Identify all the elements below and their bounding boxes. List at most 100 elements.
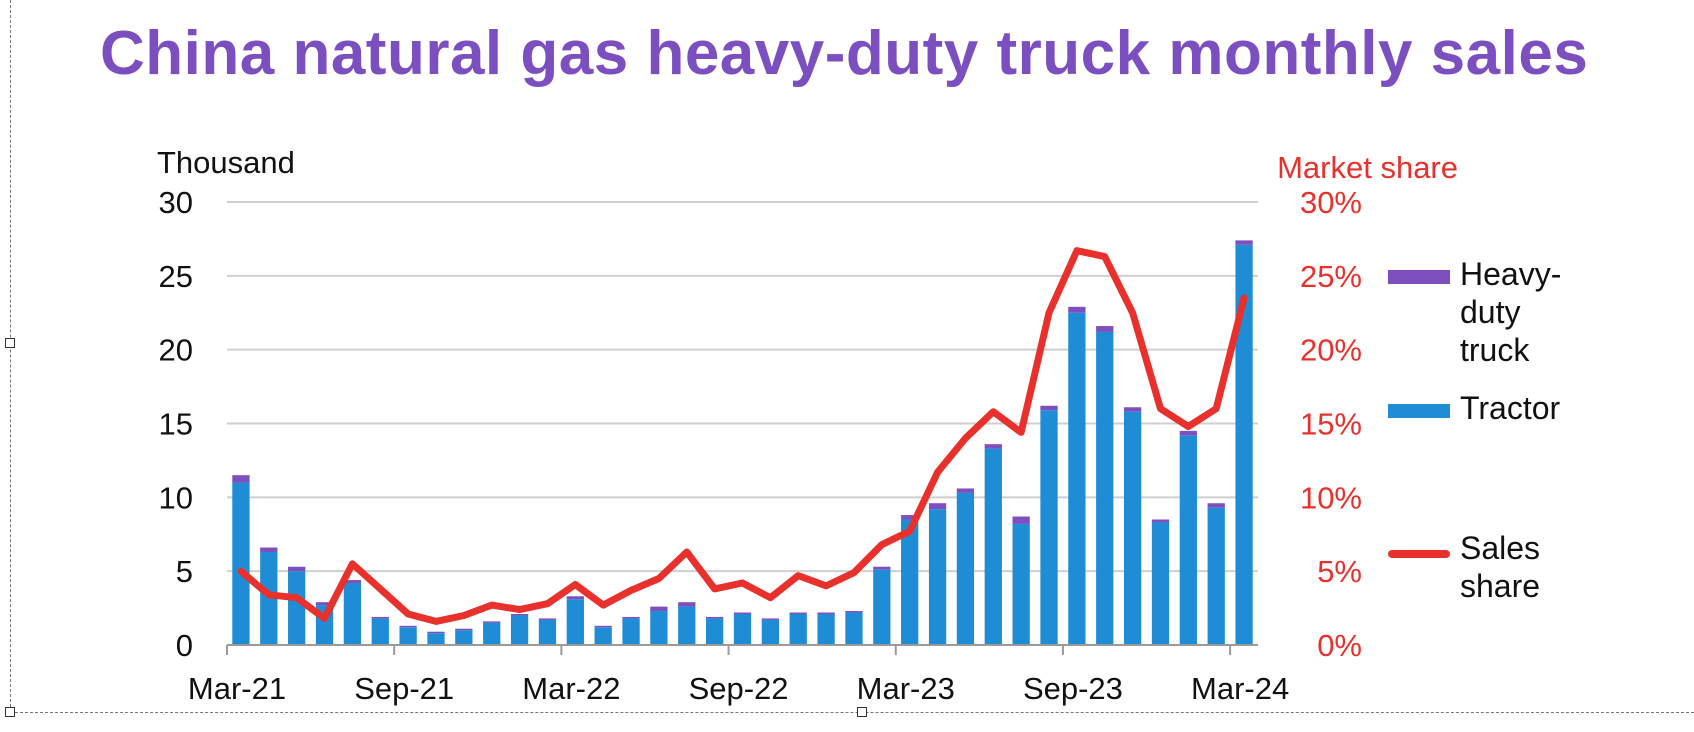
bar-heavy-duty-truck <box>1151 519 1170 523</box>
bar-heavy-duty-truck <box>455 628 473 631</box>
bar-heavy-duty-truck <box>1123 407 1142 412</box>
bar-tractor <box>1123 411 1142 645</box>
bar-heavy-duty-truck <box>984 444 1002 449</box>
bar-tractor <box>538 619 557 645</box>
bar-heavy-duty-truck <box>622 616 640 619</box>
bar-tractor <box>1179 435 1197 645</box>
bar-tractor <box>1012 523 1030 645</box>
bar-tractor <box>928 509 947 645</box>
bar-tractor <box>260 551 278 645</box>
axes: 0 5 10 15 20 25 30 0% 5% 10% 15% 20% 25% 30% Thousand M… <box>157 145 1458 706</box>
bar-tractor <box>956 492 975 645</box>
bar-tractor <box>1151 522 1170 645</box>
x-tick-label: Sep-21 <box>354 671 454 706</box>
resize-handle-bottom[interactable] <box>857 707 867 717</box>
bar-heavy-duty-truck <box>901 515 919 520</box>
bar-heavy-duty-truck <box>789 612 807 614</box>
x-tick-label: Sep-23 <box>1023 671 1123 706</box>
bar-tractor <box>1235 244 1253 645</box>
bar-tractor <box>678 606 696 645</box>
bar-tractor <box>733 613 752 645</box>
gridlines <box>227 201 1258 573</box>
y-tick-label: 0 <box>176 628 193 663</box>
bar-heavy-duty-truck <box>510 613 529 616</box>
legend-swatch-heavy-duty-truck <box>1388 270 1450 284</box>
bar-tractor <box>984 448 1002 645</box>
chart-title: China natural gas heavy-duty truck month… <box>100 19 1589 88</box>
bar-heavy-duty-truck <box>1096 326 1114 332</box>
selection-frame-bottom <box>10 712 1694 713</box>
bar-heavy-duty-truck <box>873 566 891 570</box>
legend-item-sales-share: Sales share <box>1388 529 1560 605</box>
y2-tick-label: 25% <box>1300 259 1362 294</box>
bar-tractor <box>1096 331 1114 645</box>
bar-heavy-duty-truck <box>1040 405 1058 411</box>
resize-handle-bottom-left[interactable] <box>5 707 15 717</box>
bar-tractor <box>594 627 612 645</box>
bar-tractor <box>1207 507 1225 645</box>
y-tick-label: 25 <box>159 259 193 294</box>
bar-heavy-duty-truck <box>427 631 445 634</box>
bar-heavy-duty-truck <box>1235 240 1253 245</box>
legend-label-sales-share: Sales share <box>1460 530 1541 604</box>
bar-tractor <box>705 618 724 645</box>
bar-heavy-duty-truck <box>761 618 780 620</box>
bar-heavy-duty-truck <box>343 580 362 583</box>
legend-item-tractor: Tractor <box>1388 389 1580 427</box>
bar-heavy-duty-truck <box>566 596 584 600</box>
bar-heavy-duty-truck <box>733 612 752 614</box>
y2-tick-label: 0% <box>1317 628 1362 663</box>
bar-heavy-duty-truck <box>1179 430 1197 436</box>
y-axis-title: Thousand <box>157 145 295 180</box>
legend-swatch-sales-share <box>1388 550 1450 558</box>
bar-heavy-duty-truck <box>1068 306 1086 313</box>
legend-swatch-tractor <box>1388 404 1450 418</box>
y2-tick-label: 10% <box>1300 480 1362 515</box>
bar-tractor <box>455 630 473 645</box>
y-tick-label: 30 <box>159 185 193 220</box>
y2-axis-title: Market share <box>1277 150 1458 185</box>
line-series <box>237 247 1248 625</box>
x-tick-label: Mar-21 <box>188 671 286 706</box>
bar-heavy-duty-truck <box>817 612 835 614</box>
resize-handle-left[interactable] <box>5 338 15 348</box>
bar-heavy-duty-truck <box>928 503 947 510</box>
bar-heavy-duty-truck <box>371 616 389 619</box>
legend-label-tractor: Tractor <box>1460 390 1561 426</box>
bar-tractor <box>650 611 668 645</box>
bar-heavy-duty-truck <box>1207 503 1225 508</box>
bar-tractor <box>845 612 863 645</box>
bar-tractor <box>427 633 445 645</box>
bar-heavy-duty-truck <box>594 625 612 628</box>
x-tick-label: Mar-24 <box>1191 671 1289 706</box>
bar-tractor <box>288 571 306 645</box>
bar-tractor <box>483 622 501 645</box>
y2-tick-label: 20% <box>1300 333 1362 368</box>
bar-tractor <box>1040 410 1058 645</box>
bar-tractor <box>761 619 780 645</box>
bar-heavy-duty-truck <box>399 625 417 628</box>
y2-tick-label: 15% <box>1300 407 1362 442</box>
y2-tick-label: 5% <box>1317 554 1362 589</box>
x-tick-label: Mar-23 <box>857 671 955 706</box>
bar-tractor <box>371 618 389 645</box>
bar-tractor <box>1068 312 1086 645</box>
bar-tractor <box>399 627 417 645</box>
bar-heavy-duty-truck <box>315 602 334 606</box>
y-tick-label: 15 <box>159 407 193 442</box>
selection-frame-left <box>10 0 11 712</box>
legend-item-heavy-duty-truck: Heavy-duty truck <box>1388 255 1580 369</box>
x-tick-label: Sep-22 <box>689 671 789 706</box>
bar-tractor <box>566 599 584 645</box>
line-sales-share <box>237 247 1248 625</box>
bar-heavy-duty-truck <box>538 618 557 620</box>
bar-series <box>232 240 1253 645</box>
y-tick-label: 20 <box>159 333 193 368</box>
bar-heavy-duty-truck <box>1012 516 1030 524</box>
bar-tractor <box>232 482 250 645</box>
bar-heavy-duty-truck <box>956 488 975 493</box>
bar-heavy-duty-truck <box>678 602 696 607</box>
bar-heavy-duty-truck <box>483 621 501 623</box>
bar-heavy-duty-truck <box>288 566 306 572</box>
